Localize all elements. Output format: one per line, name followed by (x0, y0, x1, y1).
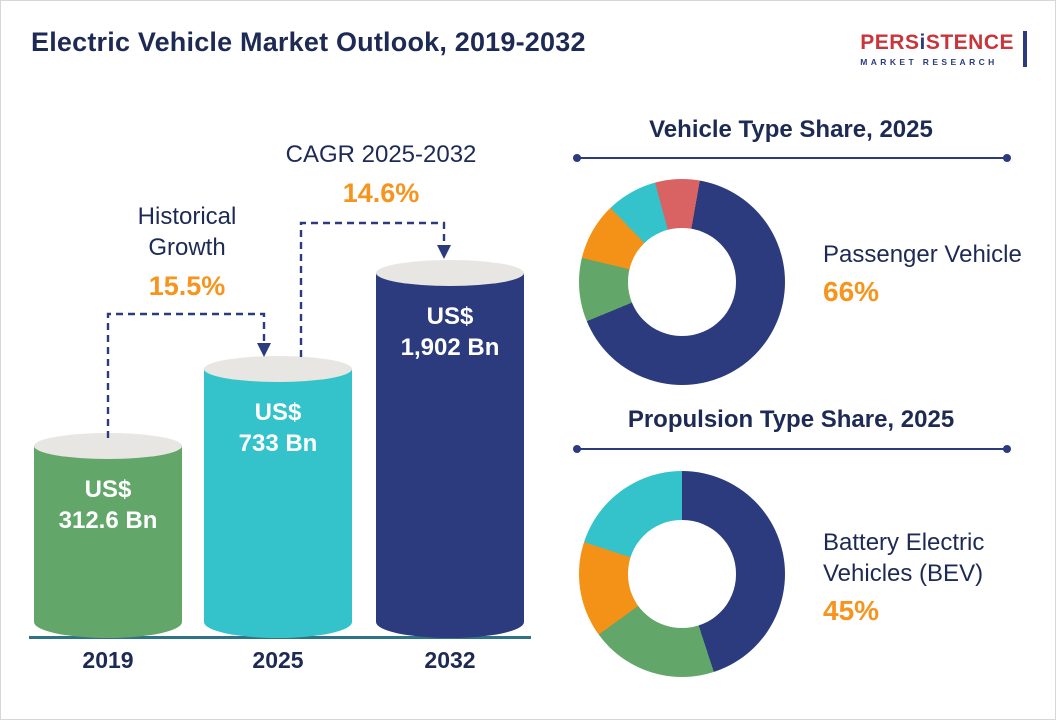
vehicle-type-highlight-label: Passenger Vehicle (823, 241, 1022, 268)
vehicle-type-donut-chart (579, 179, 785, 385)
bar-top-ellipse (376, 260, 524, 286)
historical-growth-label-line2: Growth (148, 234, 226, 262)
bar-2032-currency: US$ (426, 303, 474, 330)
x-axis-label-2025: 2025 (252, 647, 304, 673)
bar-2019-value-label: US$ 312.6 Bn (34, 474, 182, 536)
cagr-value: 14.6% (342, 178, 420, 209)
brand-name-part1: PERS (860, 31, 920, 54)
bar-2025: US$ 733 Bn (204, 356, 352, 638)
bar-2032: US$ 1,902 Bn (376, 260, 524, 638)
historical-growth-label-line1: Historical (137, 203, 237, 230)
brand-name-part2: STENCE (925, 31, 1014, 54)
historical-growth-annotation: Historical Growth 15.5% (77, 201, 297, 302)
brand-subtitle: MARKET RESEARCH (860, 57, 998, 68)
cagr-annotation: CAGR 2025-2032 14.6% (271, 139, 491, 209)
brand-name: PERSiSTENCE (860, 31, 1014, 54)
propulsion-type-highlight-value: 45% (823, 595, 880, 627)
vehicle-type-highlight: Passenger Vehicle 66% (823, 239, 1023, 308)
bar-2025-currency: US$ (254, 399, 302, 426)
brand-name-i: i (919, 31, 926, 54)
divider-end-dot (573, 154, 581, 162)
bar-2025-value: 733 Bn (238, 430, 318, 458)
x-axis-label-2032: 2032 (424, 647, 476, 673)
bar-2032-value: 1,902 Bn (400, 334, 500, 362)
historical-growth-value: 15.5% (148, 271, 226, 302)
divider-end-dot (573, 445, 581, 453)
brand-logo: PERSiSTENCE MARKET RESEARCH (860, 31, 1027, 68)
divider-end-dot (1003, 445, 1011, 453)
page-title: Electric Vehicle Market Outlook, 2019-20… (31, 27, 586, 57)
x-axis-label-2019: 2019 (82, 647, 134, 673)
propulsion-type-highlight-label: Battery Electric Vehicles (BEV) (823, 529, 985, 588)
vehicle-type-divider (573, 154, 1011, 162)
bar-top-ellipse (34, 433, 182, 459)
propulsion-type-divider (573, 445, 1011, 453)
brand-logo-text: PERSiSTENCE MARKET RESEARCH (860, 31, 1014, 67)
propulsion-type-highlight: Battery Electric Vehicles (BEV) 45% (823, 527, 1041, 627)
bar-2025-value-label: US$ 733 Bn (204, 397, 352, 459)
propulsion-type-share-title: Propulsion Type Share, 2025 (627, 406, 955, 433)
bar-2019: US$ 312.6 Bn (34, 433, 182, 638)
bar-top-ellipse (204, 356, 352, 382)
propulsion-type-donut-chart (579, 471, 785, 677)
brand-accent-bar (1023, 31, 1027, 68)
bar-2019-currency: US$ (84, 476, 132, 503)
cagr-label: CAGR 2025-2032 (285, 141, 477, 168)
bar-2032-value-label: US$ 1,902 Bn (376, 301, 524, 363)
divider-end-dot (1003, 154, 1011, 162)
vehicle-type-highlight-value: 66% (823, 276, 880, 308)
vehicle-type-share-title: Vehicle Type Share, 2025 (649, 116, 933, 143)
bar-2019-value: 312.6 Bn (58, 507, 158, 535)
